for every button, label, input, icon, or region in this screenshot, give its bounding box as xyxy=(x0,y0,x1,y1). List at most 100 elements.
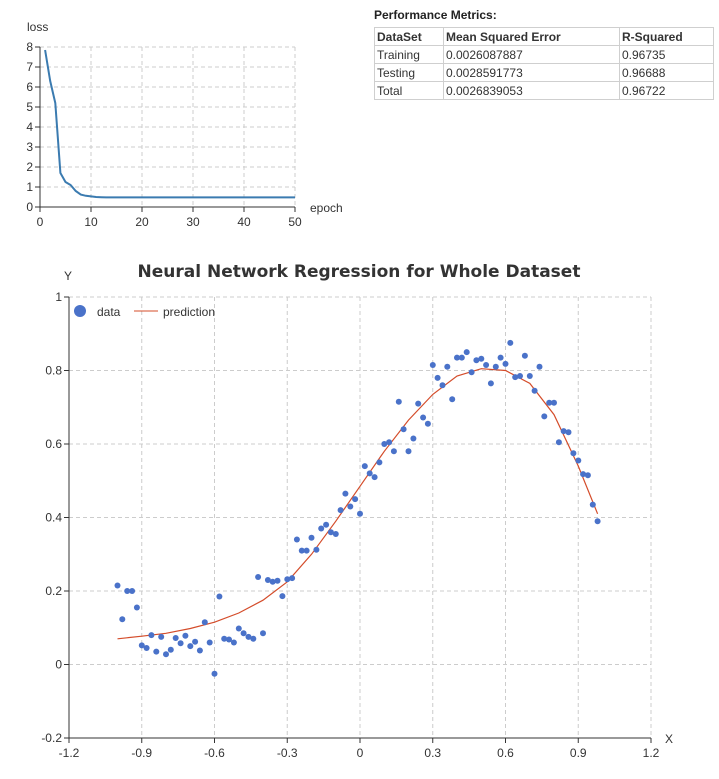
data-point xyxy=(342,490,349,497)
data-point xyxy=(434,374,441,381)
data-point xyxy=(468,369,475,376)
data-point xyxy=(555,439,562,446)
data-point xyxy=(245,633,252,640)
x-tick-label: 0.3 xyxy=(424,746,441,760)
metrics-table: DataSet Mean Squared Error R-Squared Tra… xyxy=(374,27,714,100)
data-point xyxy=(240,630,247,637)
data-point xyxy=(381,441,388,447)
data-point xyxy=(483,362,490,368)
data-point xyxy=(521,352,528,359)
data-point xyxy=(158,633,165,640)
metrics-header-r2: R-Squared xyxy=(619,27,714,46)
data-point xyxy=(551,399,557,406)
data-point xyxy=(361,463,368,470)
data-point xyxy=(216,593,223,600)
x-tick-label: 0 xyxy=(357,746,364,760)
data-point xyxy=(124,588,131,594)
x-tick-label: 0.6 xyxy=(497,746,514,760)
x-tick-label: 0.9 xyxy=(570,746,587,760)
data-point xyxy=(454,354,460,361)
metrics-row-testing: Testing 0.0028591773 0.96688 xyxy=(374,63,714,82)
data-point xyxy=(531,387,538,394)
data-point xyxy=(148,632,155,639)
loss-y-axis-label: loss xyxy=(27,20,48,34)
metrics-cell: 0.96735 xyxy=(619,45,714,64)
data-point xyxy=(526,373,533,379)
y-tick-label: 8 xyxy=(26,40,33,54)
main-tick-labels: -1.2 -0.9 -0.6 -0.3 0 0.3 0.6 0.9 1.2 -0.2 0 0.2 0.4… xyxy=(41,290,659,760)
x-tick-label: -0.6 xyxy=(204,746,225,760)
data-point xyxy=(284,576,291,583)
metrics-row-training: Training 0.0026087887 0.96735 xyxy=(374,45,714,64)
data-point xyxy=(298,547,305,554)
data-point xyxy=(279,593,286,600)
data-point xyxy=(366,470,373,477)
metrics-header-dataset: DataSet xyxy=(374,27,444,46)
y-tick-label: 5 xyxy=(26,100,33,114)
data-point xyxy=(293,536,300,543)
metrics-header-mse: Mean Squared Error xyxy=(443,27,620,46)
data-point xyxy=(541,413,548,420)
metrics-cell: 0.0028591773 xyxy=(443,63,620,82)
data-point xyxy=(420,414,427,421)
data-point xyxy=(594,518,601,525)
data-point xyxy=(429,362,436,368)
y-tick-label: 3 xyxy=(26,140,33,154)
data-point xyxy=(211,670,218,677)
y-tick-label: 0 xyxy=(26,200,33,214)
data-point xyxy=(449,396,456,403)
data-point xyxy=(536,363,543,370)
y-tick-label: 2 xyxy=(26,160,33,174)
data-point xyxy=(327,529,334,536)
data-point xyxy=(201,619,208,626)
data-point xyxy=(129,588,136,594)
data-point xyxy=(318,525,325,532)
x-tick-label: 1.2 xyxy=(643,746,660,760)
data-point xyxy=(517,373,523,379)
data-point xyxy=(478,355,485,362)
data-point xyxy=(497,354,504,361)
data-point xyxy=(153,648,160,655)
legend-prediction-label: prediction xyxy=(163,305,215,319)
data-point xyxy=(410,435,417,442)
data-point xyxy=(206,639,213,646)
loss-x-axis-label: epoch xyxy=(310,201,343,215)
x-tick-label: -0.9 xyxy=(131,746,152,760)
data-point xyxy=(357,510,363,517)
x-tick-label: 50 xyxy=(288,215,302,229)
y-axis-label: Y xyxy=(64,269,72,283)
data-point xyxy=(138,642,145,649)
metrics-row-total: Total 0.0026839053 0.96722 xyxy=(374,81,714,100)
data-point xyxy=(274,577,281,584)
y-tick-label: 0.2 xyxy=(45,584,62,598)
x-tick-label: -0.3 xyxy=(277,746,298,760)
y-tick-label: 6 xyxy=(26,80,33,94)
data-point xyxy=(395,398,402,405)
data-point xyxy=(143,645,150,651)
data-point xyxy=(424,420,431,427)
data-point xyxy=(371,474,378,481)
data-point xyxy=(332,531,339,537)
legend[interactable]: data prediction xyxy=(74,305,215,319)
metrics-cell: Training xyxy=(374,45,444,64)
x-tick-label: 40 xyxy=(237,215,251,229)
metrics-cell: 0.0026087887 xyxy=(443,45,620,64)
loss-grid xyxy=(40,46,296,207)
x-axis-label: X xyxy=(665,732,673,746)
y-tick-label: 0 xyxy=(55,658,62,672)
metrics-header-row: DataSet Mean Squared Error R-Squared xyxy=(374,27,714,46)
data-point xyxy=(323,521,330,528)
y-tick-label: -0.2 xyxy=(41,731,62,745)
y-tick-label: 0.4 xyxy=(45,511,62,525)
data-point xyxy=(177,640,184,647)
data-point xyxy=(221,635,228,642)
data-point xyxy=(187,643,194,650)
loss-series xyxy=(44,49,295,199)
data-point xyxy=(196,647,203,654)
x-tick-label: 30 xyxy=(186,215,200,229)
data-point xyxy=(444,363,451,370)
data-point xyxy=(512,374,519,381)
data-point xyxy=(352,496,359,503)
data-series xyxy=(114,339,601,677)
x-tick-label: 20 xyxy=(135,215,149,229)
